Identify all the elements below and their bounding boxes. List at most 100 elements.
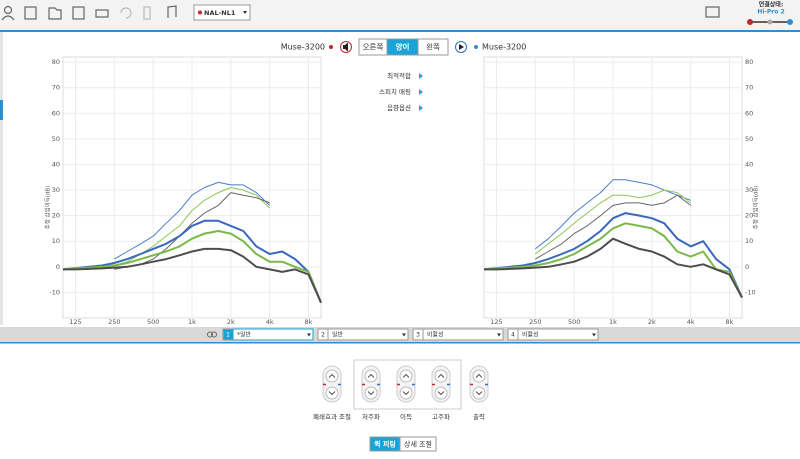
x-tick-label: 125 xyxy=(69,318,81,326)
menu-item[interactable]: 음향옵션 xyxy=(387,103,411,112)
mode-button[interactable] xyxy=(399,436,437,452)
y-tick-label: 50 xyxy=(52,135,60,143)
play-glyph xyxy=(459,44,464,50)
x-tick-label: 500 xyxy=(568,318,580,326)
x-tick-label: 500 xyxy=(147,318,159,326)
program-arrow xyxy=(402,333,406,337)
formula-text: NAL-NL1 xyxy=(204,9,236,17)
left-device: Muse-3200 xyxy=(281,43,325,52)
y-tick-label: 80 xyxy=(745,58,753,66)
control-down[interactable] xyxy=(399,386,413,400)
icon-save[interactable] xyxy=(72,6,85,20)
connection-device: Hi-Pro 2 xyxy=(757,9,784,16)
chevron xyxy=(437,373,445,378)
x-tick-label: 4k xyxy=(266,318,274,326)
series-line xyxy=(483,212,743,298)
control-label: 고주파 xyxy=(432,412,450,421)
control-label: 저주파 xyxy=(362,412,380,421)
y-tick-label: 60 xyxy=(52,109,60,117)
program-name: *일반 xyxy=(237,331,252,339)
toolbar-border xyxy=(0,30,800,32)
icon-user-body[interactable] xyxy=(1,15,15,21)
icon-new[interactable] xyxy=(24,6,37,20)
connection-label: 연결상태: xyxy=(759,1,783,9)
x-tick-label: 8k xyxy=(726,318,734,326)
program-number: 1 xyxy=(226,332,230,339)
left-dot xyxy=(329,45,333,49)
series-line xyxy=(62,230,322,303)
link-icon[interactable] xyxy=(207,331,213,338)
chevron xyxy=(328,373,336,378)
icon-open[interactable] xyxy=(48,7,62,20)
y-tick-label: 30 xyxy=(52,186,60,194)
program-dropdown[interactable] xyxy=(232,328,314,341)
program-dropdown[interactable] xyxy=(517,328,599,341)
y-axis-label: 추정 삽입이득(dB) xyxy=(752,186,760,230)
program-arrow xyxy=(307,333,311,337)
link-icon-2[interactable] xyxy=(211,331,217,338)
y-tick-label: 0 xyxy=(56,263,60,271)
y-axis-label: 추정 삽입이득(dB) xyxy=(44,186,52,230)
chevron xyxy=(367,373,375,378)
icon-print[interactable] xyxy=(95,9,109,18)
icon-connect[interactable] xyxy=(705,6,720,18)
ear-button[interactable] xyxy=(417,38,449,56)
control-label: 이득 xyxy=(400,412,412,421)
program-dropdown[interactable] xyxy=(327,328,409,341)
series-line xyxy=(535,194,692,260)
right-device: Muse-3200 xyxy=(482,43,526,52)
control-up[interactable] xyxy=(399,369,413,383)
menu-item[interactable]: 스피치 매핑 xyxy=(379,87,411,96)
y-tick-label: 30 xyxy=(745,186,753,194)
control-down[interactable] xyxy=(325,386,339,400)
series-line xyxy=(114,181,271,260)
menu-arrow xyxy=(419,89,423,95)
y-tick-label: 20 xyxy=(52,212,60,220)
y-tick-label: 40 xyxy=(52,160,60,168)
chevron xyxy=(475,391,483,396)
y-tick-label: 40 xyxy=(745,160,753,168)
program-name: 비활성 xyxy=(522,331,539,339)
chevron xyxy=(475,373,483,378)
control-down[interactable] xyxy=(472,386,486,400)
program-arrow xyxy=(497,333,501,337)
program-dropdown[interactable] xyxy=(422,328,504,341)
control-down[interactable] xyxy=(364,386,378,400)
side-marker xyxy=(0,100,3,120)
program-number: 4 xyxy=(511,332,515,339)
program-number: 3 xyxy=(416,332,420,339)
icon-undo[interactable] xyxy=(120,7,132,19)
formula-dropdown[interactable] xyxy=(193,4,251,21)
program-number: 2 xyxy=(321,332,325,339)
control-up[interactable] xyxy=(472,369,486,383)
control-up[interactable] xyxy=(364,369,378,383)
toolbar-icons[interactable]: NAL-NL1 xyxy=(1,4,720,21)
y-tick-label: 10 xyxy=(52,237,60,245)
icon-device[interactable] xyxy=(143,6,151,20)
control-down[interactable] xyxy=(434,386,448,400)
series-line xyxy=(484,237,743,298)
icon-user[interactable] xyxy=(3,5,13,15)
mode-button-label: 상세 조절 xyxy=(404,440,432,449)
menu-item[interactable]: 최적적합 xyxy=(387,71,411,80)
icon-music[interactable] xyxy=(167,5,177,18)
y-tick-label: 10 xyxy=(745,237,753,245)
formula-dot xyxy=(198,10,202,15)
connection-mid xyxy=(767,19,773,25)
control-label: 폐쇄효과 조절 xyxy=(313,412,351,421)
control-group xyxy=(353,359,462,410)
connection-left xyxy=(747,19,753,25)
x-tick-label: 8k xyxy=(305,318,313,326)
toolbar xyxy=(0,0,800,30)
ear-button-label: 양이 xyxy=(396,42,410,52)
y-tick-label: 70 xyxy=(52,84,60,92)
chevron xyxy=(402,391,410,396)
y-tick-label: 80 xyxy=(52,58,60,66)
control-up[interactable] xyxy=(434,369,448,383)
control-up[interactable] xyxy=(325,369,339,383)
x-tick-label: 2k xyxy=(227,318,235,326)
program-arrow xyxy=(592,333,596,337)
y-tick-label: -10 xyxy=(745,288,756,296)
series-line xyxy=(483,222,743,298)
